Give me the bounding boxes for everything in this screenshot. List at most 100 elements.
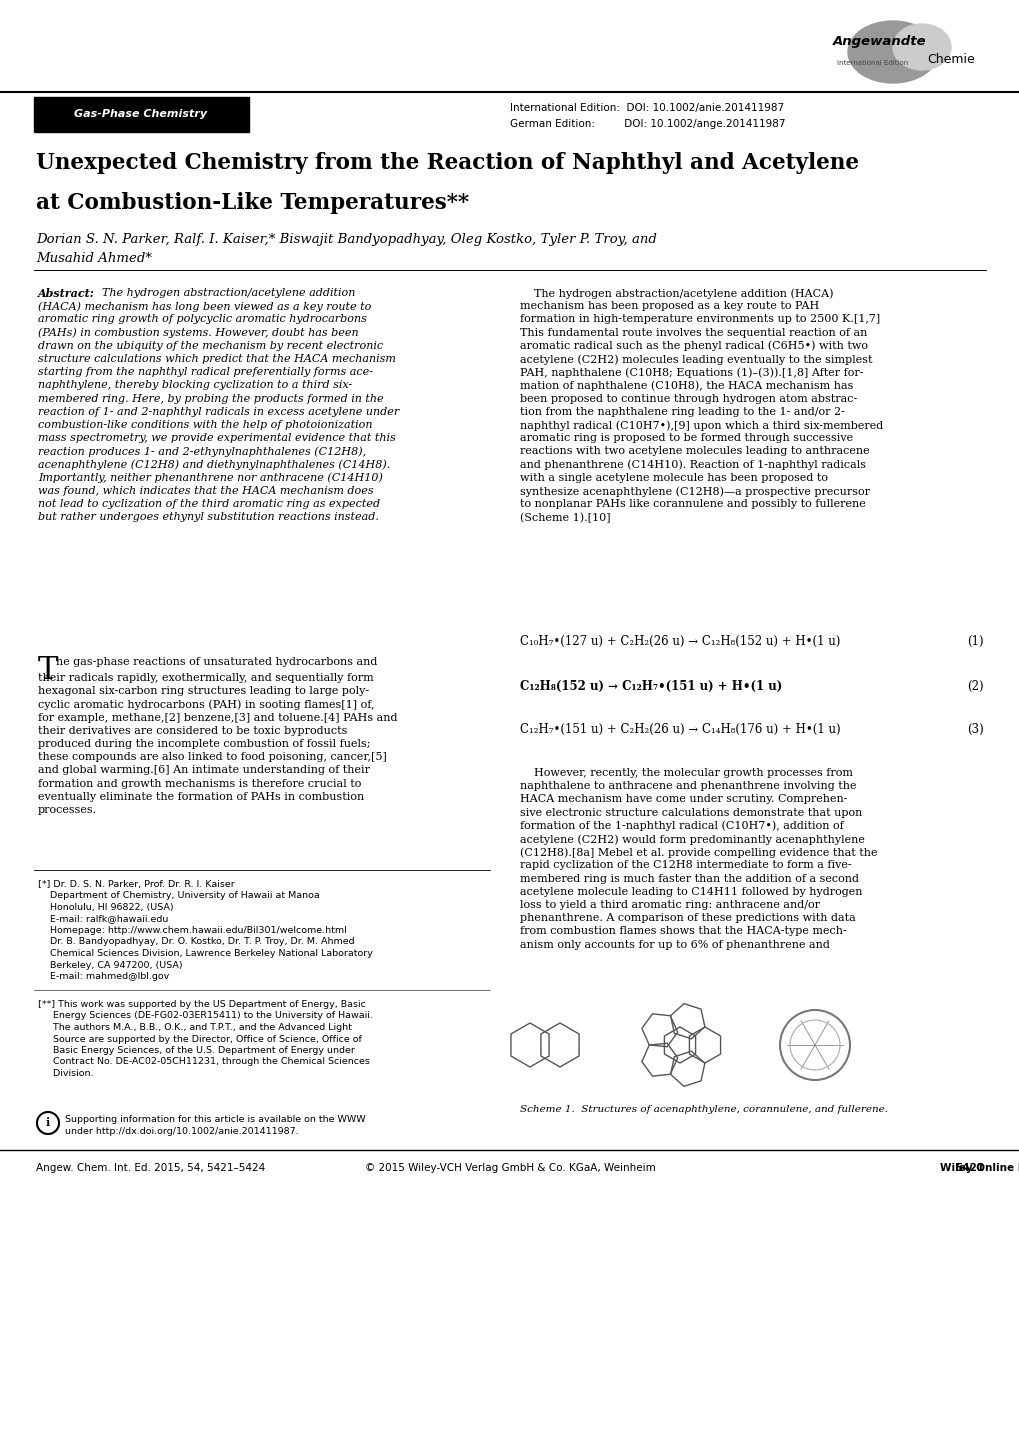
Text: i: i <box>46 1116 50 1128</box>
Text: (2): (2) <box>966 681 983 694</box>
Text: Scheme 1.  Structures of acenaphthylene, corannulene, and fullerene.: Scheme 1. Structures of acenaphthylene, … <box>520 1105 888 1115</box>
Text: Abstract:: Abstract: <box>38 288 95 298</box>
Text: HACA mechanism have come under scrutiny. Comprehen-: HACA mechanism have come under scrutiny.… <box>520 795 847 805</box>
Text: acetylene (C2H2) molecules leading eventually to the simplest: acetylene (C2H2) molecules leading event… <box>520 353 871 365</box>
Text: aromatic ring is proposed to be formed through successive: aromatic ring is proposed to be formed t… <box>520 433 852 443</box>
Text: eventually eliminate the formation of PAHs in combustion: eventually eliminate the formation of PA… <box>38 792 364 802</box>
Text: from combustion flames shows that the HACA-type mech-: from combustion flames shows that the HA… <box>520 926 846 936</box>
Text: reactions with two acetylene molecules leading to anthracene: reactions with two acetylene molecules l… <box>520 447 869 457</box>
Text: International Edition:  DOI: 10.1002/anie.201411987: International Edition: DOI: 10.1002/anie… <box>510 102 784 112</box>
Text: phenanthrene. A comparison of these predictions with data: phenanthrene. A comparison of these pred… <box>520 913 855 923</box>
Text: drawn on the ubiquity of the mechanism by recent electronic: drawn on the ubiquity of the mechanism b… <box>38 340 383 350</box>
Text: was found, which indicates that the HACA mechanism does: was found, which indicates that the HACA… <box>38 486 373 496</box>
Text: Department of Chemistry, University of Hawaii at Manoa: Department of Chemistry, University of H… <box>38 891 319 900</box>
Text: Contract No. DE-AC02-05CH11231, through the Chemical Sciences: Contract No. DE-AC02-05CH11231, through … <box>38 1057 370 1067</box>
Text: The hydrogen abstraction/acetylene addition: The hydrogen abstraction/acetylene addit… <box>95 288 355 298</box>
Text: tion from the naphthalene ring leading to the 1- and/or 2-: tion from the naphthalene ring leading t… <box>520 407 844 417</box>
Text: 5421: 5421 <box>954 1164 983 1172</box>
Text: and phenanthrene (C14H10). Reaction of 1-naphthyl radicals: and phenanthrene (C14H10). Reaction of 1… <box>520 460 865 470</box>
Text: been proposed to continue through hydrogen atom abstrac-: been proposed to continue through hydrog… <box>520 394 856 404</box>
Text: The authors M.A., B.B., O.K., and T.P.T., and the Advanced Light: The authors M.A., B.B., O.K., and T.P.T.… <box>38 1022 352 1032</box>
Text: C₁₂H₇•(151 u) + C₂H₂(26 u) → C₁₄H₈(176 u) + H•(1 u): C₁₂H₇•(151 u) + C₂H₂(26 u) → C₁₄H₈(176 u… <box>520 722 840 735</box>
Text: Angewandte: Angewandte <box>833 35 926 48</box>
Text: naphthyl radical (C10H7•),[9] upon which a third six-membered: naphthyl radical (C10H7•),[9] upon which… <box>520 420 882 431</box>
Text: combustion-like conditions with the help of photoionization: combustion-like conditions with the help… <box>38 420 372 430</box>
Text: Musahid Ahmed*: Musahid Ahmed* <box>36 252 152 265</box>
Text: Basic Energy Sciences, of the U.S. Department of Energy under: Basic Energy Sciences, of the U.S. Depar… <box>38 1045 355 1056</box>
Text: anism only accounts for up to 6% of phenanthrene and: anism only accounts for up to 6% of phen… <box>520 940 829 950</box>
Text: (1): (1) <box>966 634 983 647</box>
Text: for example, methane,[2] benzene,[3] and toluene.[4] PAHs and: for example, methane,[2] benzene,[3] and… <box>38 712 397 722</box>
Text: but rather undergoes ethynyl substitution reactions instead.: but rather undergoes ethynyl substitutio… <box>38 512 378 522</box>
Text: mation of naphthalene (C10H8), the HACA mechanism has: mation of naphthalene (C10H8), the HACA … <box>520 381 853 391</box>
Text: Source are supported by the Director, Office of Science, Office of: Source are supported by the Director, Of… <box>38 1034 362 1044</box>
Text: (3): (3) <box>966 722 983 735</box>
Text: formation and growth mechanisms is therefore crucial to: formation and growth mechanisms is there… <box>38 779 361 789</box>
Text: membered ring is much faster than the addition of a second: membered ring is much faster than the ad… <box>520 874 858 884</box>
Text: cyclic aromatic hydrocarbons (PAH) in sooting flames[1] of,: cyclic aromatic hydrocarbons (PAH) in so… <box>38 699 374 709</box>
Text: E-mail: mahmed@lbl.gov: E-mail: mahmed@lbl.gov <box>38 972 169 981</box>
Text: Unexpected Chemistry from the Reaction of Naphthyl and Acetylene: Unexpected Chemistry from the Reaction o… <box>36 151 858 174</box>
Text: acetylene (C2H2) would form predominantly acenaphthylene: acetylene (C2H2) would form predominantl… <box>520 833 864 845</box>
Text: Chemical Sciences Division, Lawrence Berkeley National Laboratory: Chemical Sciences Division, Lawrence Ber… <box>38 949 373 957</box>
Text: at Combustion-Like Temperatures**: at Combustion-Like Temperatures** <box>36 192 469 213</box>
Text: Supporting information for this article is available on the WWW: Supporting information for this article … <box>65 1115 365 1123</box>
Text: naphthylene, thereby blocking cyclization to a third six-: naphthylene, thereby blocking cyclizatio… <box>38 381 352 391</box>
Text: their radicals rapidly, exothermically, and sequentially form: their radicals rapidly, exothermically, … <box>38 673 373 684</box>
Text: aromatic radical such as the phenyl radical (C6H5•) with two: aromatic radical such as the phenyl radi… <box>520 340 867 352</box>
Ellipse shape <box>847 22 937 84</box>
Text: hexagonal six-carbon ring structures leading to large poly-: hexagonal six-carbon ring structures lea… <box>38 686 369 696</box>
Text: reaction produces 1- and 2-ethynylnaphthalenes (C12H8),: reaction produces 1- and 2-ethynylnaphth… <box>38 447 366 457</box>
Text: Homepage: http://www.chem.hawaii.edu/Bil301/welcome.html: Homepage: http://www.chem.hawaii.edu/Bil… <box>38 926 346 934</box>
Text: acetylene molecule leading to C14H11 followed by hydrogen: acetylene molecule leading to C14H11 fol… <box>520 887 862 897</box>
Text: mechanism has been proposed as a key route to PAH: mechanism has been proposed as a key rou… <box>520 301 818 311</box>
Text: mass spectrometry, we provide experimental evidence that this: mass spectrometry, we provide experiment… <box>38 433 395 443</box>
Text: formation in high-temperature environments up to 2500 K.[1,7]: formation in high-temperature environmen… <box>520 314 879 324</box>
Text: processes.: processes. <box>38 805 97 815</box>
Text: [**] This work was supported by the US Department of Energy, Basic: [**] This work was supported by the US D… <box>38 999 366 1009</box>
Text: E-mail: ralfk@hawaii.edu: E-mail: ralfk@hawaii.edu <box>38 914 168 923</box>
Text: sive electronic structure calculations demonstrate that upon: sive electronic structure calculations d… <box>520 808 861 818</box>
Text: to nonplanar PAHs like corannulene and possibly to fullerene: to nonplanar PAHs like corannulene and p… <box>520 499 865 509</box>
Text: Chemie: Chemie <box>926 53 974 66</box>
Text: under http://dx.doi.org/10.1002/anie.201411987.: under http://dx.doi.org/10.1002/anie.201… <box>65 1126 299 1135</box>
Text: these compounds are also linked to food poisoning, cancer,[5]: these compounds are also linked to food … <box>38 753 386 763</box>
Text: Division.: Division. <box>38 1069 94 1079</box>
Text: their derivatives are considered to be toxic byproducts: their derivatives are considered to be t… <box>38 725 347 735</box>
Text: formation of the 1-naphthyl radical (C10H7•), addition of: formation of the 1-naphthyl radical (C10… <box>520 820 843 832</box>
Text: loss to yield a third aromatic ring: anthracene and/or: loss to yield a third aromatic ring: ant… <box>520 900 819 910</box>
Text: Berkeley, CA 947200, (USA): Berkeley, CA 947200, (USA) <box>38 960 182 969</box>
Text: Energy Sciences (DE-FG02-03ER15411) to the University of Hawaii.: Energy Sciences (DE-FG02-03ER15411) to t… <box>38 1011 373 1021</box>
Text: German Edition:         DOI: 10.1002/ange.201411987: German Edition: DOI: 10.1002/ange.201411… <box>510 120 785 128</box>
Text: T: T <box>38 655 58 686</box>
Text: Gas-Phase Chemistry: Gas-Phase Chemistry <box>74 110 207 120</box>
Text: he gas-phase reactions of unsaturated hydrocarbons and: he gas-phase reactions of unsaturated hy… <box>56 658 377 668</box>
Text: produced during the incomplete combustion of fossil fuels;: produced during the incomplete combustio… <box>38 738 370 748</box>
Ellipse shape <box>892 25 950 71</box>
FancyBboxPatch shape <box>34 97 249 133</box>
Text: However, recently, the molecular growth processes from: However, recently, the molecular growth … <box>520 769 852 779</box>
Text: membered ring. Here, by probing the products formed in the: membered ring. Here, by probing the prod… <box>38 394 383 404</box>
Text: not lead to cyclization of the third aromatic ring as expected: not lead to cyclization of the third aro… <box>38 499 380 509</box>
Text: International Edition: International Edition <box>837 61 908 66</box>
Text: [*] Dr. D. S. N. Parker, Prof. Dr. R. I. Kaiser: [*] Dr. D. S. N. Parker, Prof. Dr. R. I.… <box>38 880 234 890</box>
Text: (Scheme 1).[10]: (Scheme 1).[10] <box>520 512 610 523</box>
Text: reaction of 1- and 2-naphthyl radicals in excess acetylene under: reaction of 1- and 2-naphthyl radicals i… <box>38 407 398 417</box>
Text: (C12H8).[8a] Mebel et al. provide compelling evidence that the: (C12H8).[8a] Mebel et al. provide compel… <box>520 848 876 858</box>
Text: and global warming.[6] An intimate understanding of their: and global warming.[6] An intimate under… <box>38 766 370 776</box>
Text: with a single acetylene molecule has been proposed to: with a single acetylene molecule has bee… <box>520 473 827 483</box>
Text: C₁₀H₇•(127 u) + C₂H₂(26 u) → C₁₂H₈(152 u) + H•(1 u): C₁₀H₇•(127 u) + C₂H₂(26 u) → C₁₂H₈(152 u… <box>520 634 840 647</box>
Text: acenaphthylene (C12H8) and diethynylnaphthalenes (C14H8).: acenaphthylene (C12H8) and diethynylnaph… <box>38 460 390 470</box>
Text: Importantly, neither phenanthrene nor anthracene (C14H10): Importantly, neither phenanthrene nor an… <box>38 473 382 483</box>
Text: Dr. B. Bandyopadhyay, Dr. O. Kostko, Dr. T. P. Troy, Dr. M. Ahmed: Dr. B. Bandyopadhyay, Dr. O. Kostko, Dr.… <box>38 937 355 946</box>
Text: rapid cyclization of the C12H8 intermediate to form a five-: rapid cyclization of the C12H8 intermedi… <box>520 861 851 871</box>
Text: (PAHs) in combustion systems. However, doubt has been: (PAHs) in combustion systems. However, d… <box>38 327 359 339</box>
Text: starting from the naphthyl radical preferentially forms ace-: starting from the naphthyl radical prefe… <box>38 368 373 378</box>
Text: The hydrogen abstraction/acetylene addition (HACA): The hydrogen abstraction/acetylene addit… <box>520 288 833 298</box>
Text: structure calculations which predict that the HACA mechanism: structure calculations which predict tha… <box>38 353 395 363</box>
Text: Angew. Chem. Int. Ed. 2015, 54, 5421–5424: Angew. Chem. Int. Ed. 2015, 54, 5421–542… <box>36 1164 265 1172</box>
Text: Dorian S. N. Parker, Ralf. I. Kaiser,* Biswajit Bandyopadhyay, Oleg Kostko, Tyle: Dorian S. N. Parker, Ralf. I. Kaiser,* B… <box>36 234 656 247</box>
Text: naphthalene to anthracene and phenanthrene involving the: naphthalene to anthracene and phenanthre… <box>520 782 856 792</box>
Text: PAH, naphthalene (C10H8; Equations (1)–(3)).[1,8] After for-: PAH, naphthalene (C10H8; Equations (1)–(… <box>520 368 863 378</box>
Text: (HACA) mechanism has long been viewed as a key route to: (HACA) mechanism has long been viewed as… <box>38 301 371 311</box>
